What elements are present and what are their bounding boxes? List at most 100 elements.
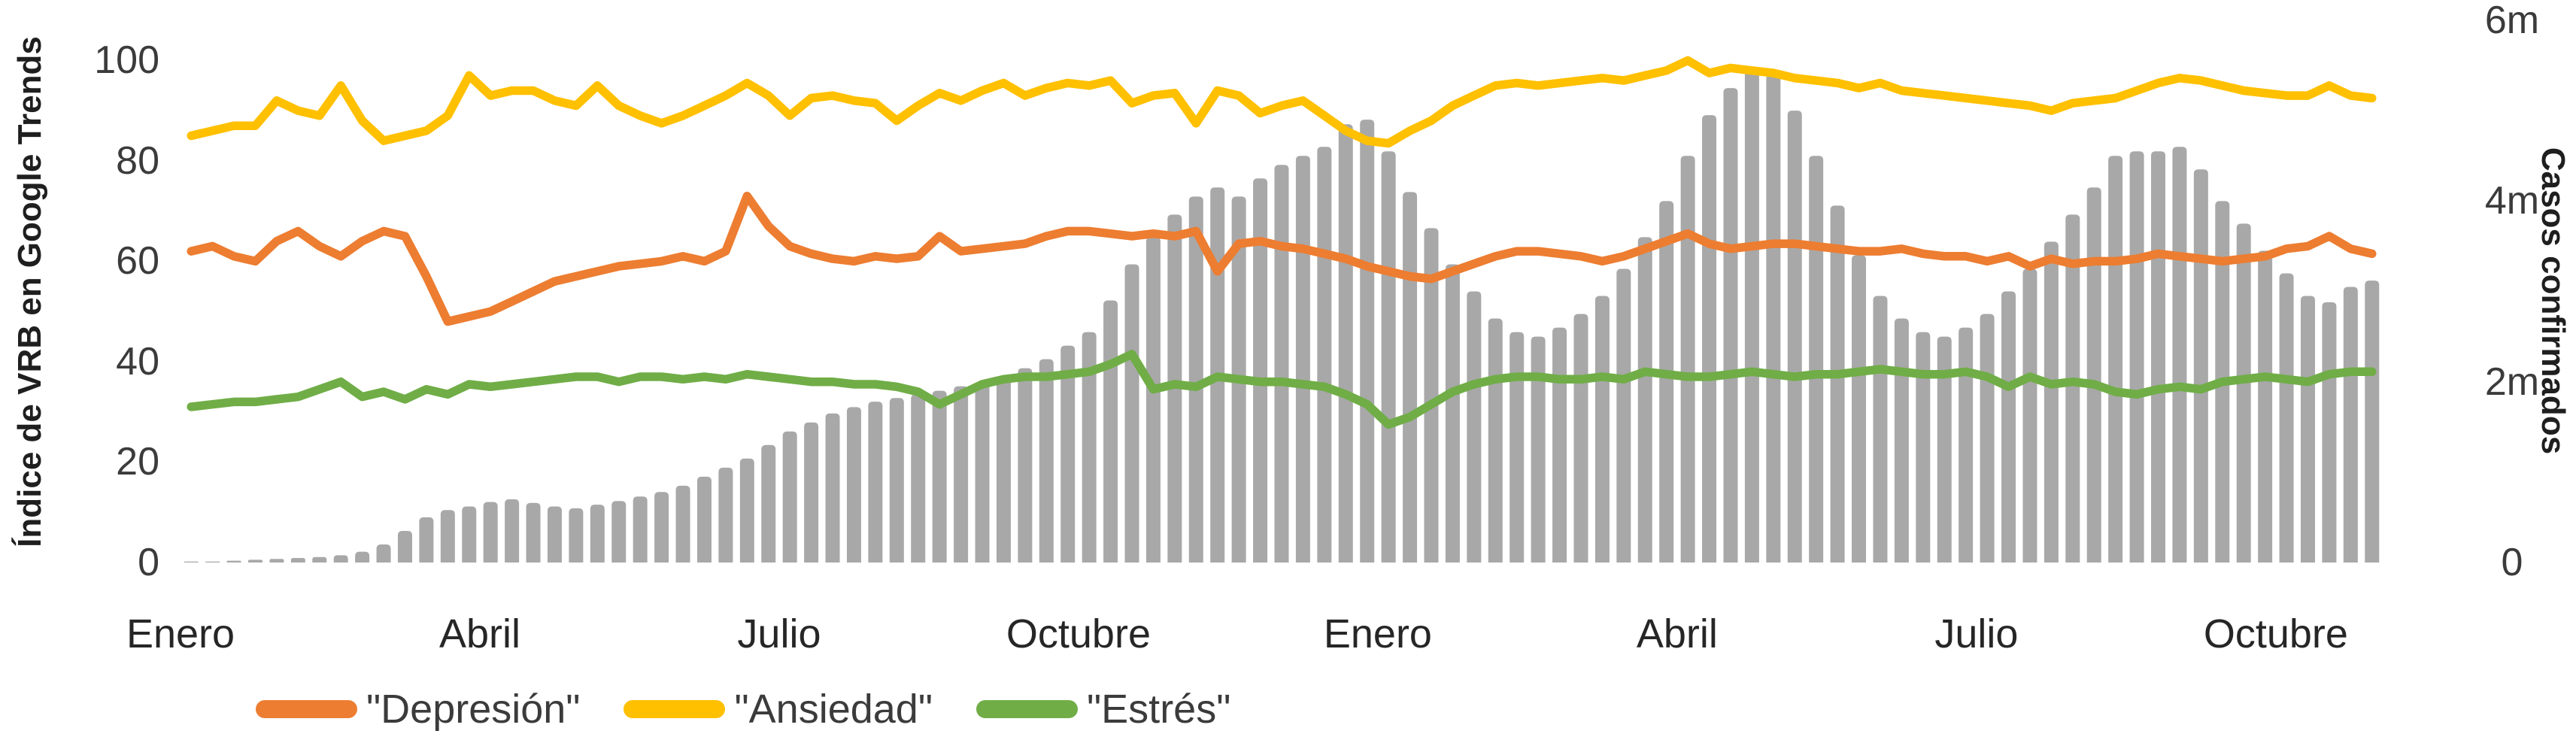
bar xyxy=(1445,264,1460,563)
bar xyxy=(954,386,969,563)
bar xyxy=(2172,147,2187,563)
bar xyxy=(2322,302,2337,563)
bar xyxy=(2301,296,2316,563)
legend-label-ansiedad: "Ansiedad" xyxy=(734,687,933,732)
bar xyxy=(2001,291,2016,563)
bar xyxy=(633,496,648,563)
bar xyxy=(1103,300,1118,563)
bar xyxy=(1852,255,1867,563)
bar xyxy=(1509,332,1525,563)
bar xyxy=(932,390,947,563)
bar xyxy=(1253,178,1268,563)
bar xyxy=(1723,88,1738,563)
bar xyxy=(1060,345,1076,563)
line-series-group xyxy=(187,56,2377,429)
bar xyxy=(2129,151,2144,563)
bar xyxy=(846,407,861,563)
bar xyxy=(1744,70,1759,563)
bar xyxy=(333,555,348,563)
bar xyxy=(2151,151,2166,563)
bar xyxy=(355,551,370,563)
line-depresión xyxy=(187,191,2377,326)
bar xyxy=(590,505,605,563)
bar xyxy=(1360,120,1375,563)
bar xyxy=(1766,74,1781,563)
bar xyxy=(2193,169,2208,563)
y-axis-left-tick-label: 40 xyxy=(116,339,159,384)
bar xyxy=(505,499,520,563)
bar xyxy=(1637,237,1652,563)
bar xyxy=(1188,196,1203,563)
x-axis-tick-label: Abril xyxy=(438,611,520,657)
line-ansiedad xyxy=(187,56,2377,148)
bar xyxy=(2236,223,2251,563)
bar xyxy=(804,422,819,563)
bar xyxy=(975,381,990,563)
bar xyxy=(1809,156,1824,563)
bar xyxy=(2279,273,2294,563)
bar xyxy=(911,394,926,563)
bar xyxy=(440,510,455,563)
bar xyxy=(1424,228,1439,563)
bar xyxy=(1274,165,1289,563)
bar xyxy=(761,444,776,563)
bar xyxy=(1616,268,1631,563)
bar xyxy=(1980,314,1995,563)
bar xyxy=(312,556,327,563)
depresion-line-swatch-icon xyxy=(256,700,357,718)
bar xyxy=(547,506,562,563)
bar xyxy=(397,530,412,563)
bar xyxy=(1830,205,1845,563)
bar xyxy=(1552,327,1567,563)
bar xyxy=(376,544,391,563)
bar xyxy=(1873,296,1888,563)
y-axis-left-tick-label: 80 xyxy=(116,138,159,183)
bar xyxy=(2022,268,2037,563)
bar xyxy=(2065,214,2080,563)
ansiedad-line-swatch-icon xyxy=(624,700,726,718)
bar xyxy=(739,458,754,563)
bar xyxy=(226,560,241,563)
bar xyxy=(205,561,220,563)
estres-line-swatch-icon xyxy=(976,700,1078,718)
x-axis-tick-label: Enero xyxy=(1323,611,1432,657)
bar xyxy=(269,559,284,563)
bar xyxy=(462,506,477,563)
bar xyxy=(996,377,1011,563)
bar xyxy=(2086,187,2101,563)
bar xyxy=(654,492,669,563)
legend-label-estres: "Estrés" xyxy=(1087,687,1231,732)
bar xyxy=(1937,336,1952,563)
bar xyxy=(1317,147,1332,563)
bar xyxy=(1082,332,1097,563)
x-axis-tick-label: Octubre xyxy=(2203,611,2348,657)
bar xyxy=(1916,332,1931,563)
bar xyxy=(1338,124,1353,563)
bar xyxy=(1573,314,1588,563)
y-axis-right-tick-label: 2m xyxy=(2484,359,2540,404)
bar xyxy=(2108,156,2123,563)
bar xyxy=(696,476,712,563)
bar xyxy=(1145,237,1161,563)
y-axis-right-title: Casos confirmados xyxy=(2535,147,2571,455)
legend-item-ansiedad: "Ansiedad" xyxy=(624,686,933,732)
bar xyxy=(1594,296,1610,563)
bar xyxy=(1787,111,1802,563)
bar xyxy=(1381,151,1396,563)
bar xyxy=(290,557,305,563)
y-axis-left-tick-label: 20 xyxy=(116,440,159,484)
y-axis-left-tick-label: 60 xyxy=(116,239,159,284)
bar xyxy=(1295,156,1310,563)
bar xyxy=(1403,192,1418,563)
x-axis-tick-label: Abril xyxy=(1636,611,1718,657)
bar xyxy=(247,559,262,563)
x-axis-tick-label: Enero xyxy=(126,611,235,657)
bar xyxy=(1039,359,1054,563)
bar xyxy=(1702,115,1717,563)
bar xyxy=(483,502,498,563)
bar xyxy=(2365,280,2380,563)
bar xyxy=(419,517,434,563)
bar xyxy=(825,413,840,563)
